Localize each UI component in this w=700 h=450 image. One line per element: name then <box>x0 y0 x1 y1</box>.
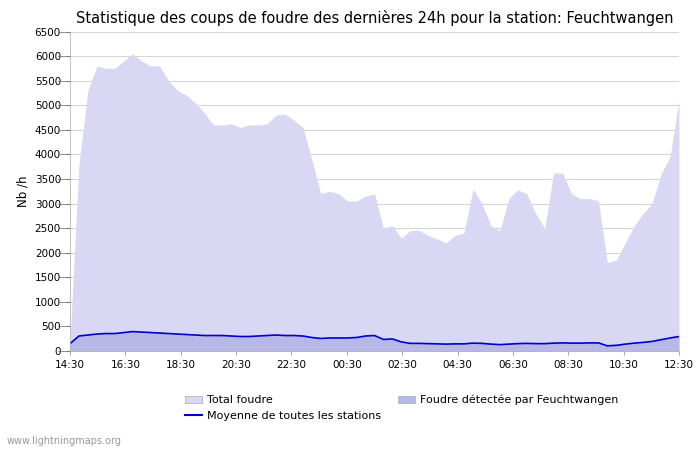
Title: Statistique des coups de foudre des dernières 24h pour la station: Feuchtwangen: Statistique des coups de foudre des dern… <box>76 10 673 26</box>
Legend: Total foudre, Moyenne de toutes les stations, Foudre détectée par Feuchtwangen: Total foudre, Moyenne de toutes les stat… <box>186 395 619 421</box>
Text: www.lightningmaps.org: www.lightningmaps.org <box>7 436 122 446</box>
Y-axis label: Nb /h: Nb /h <box>16 176 29 207</box>
